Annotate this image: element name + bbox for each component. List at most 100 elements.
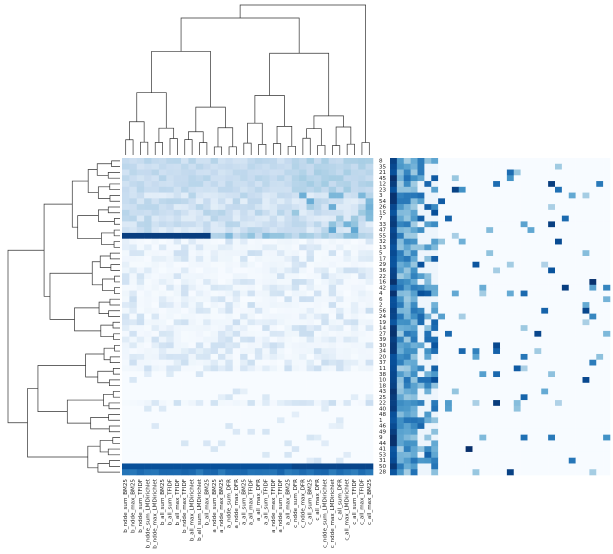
row-label: 34	[379, 349, 387, 355]
heat-cell-28-19	[254, 469, 263, 476]
heat-cell-16-18	[247, 279, 256, 286]
heat-cell-37-3	[136, 359, 145, 366]
side-cell-27-17	[500, 330, 508, 337]
side-cell-47-22	[534, 227, 542, 234]
side-cell-6-23	[541, 296, 549, 303]
heat-cell-8-12	[203, 158, 211, 165]
heat-cell-5-26	[306, 250, 315, 257]
heat-cell-12-23	[284, 181, 293, 188]
column-dendrogram-link	[272, 143, 282, 155]
column-dendrogram-link	[287, 145, 296, 155]
heat-cell-45-10	[188, 175, 197, 182]
heat-cell-1-24	[291, 417, 300, 424]
side-cell-19-12	[465, 319, 473, 326]
side-cell-49-11	[458, 428, 466, 435]
side-cell-3-32	[603, 192, 611, 199]
side-cell-39-31	[596, 336, 604, 343]
side-cell-9-31	[596, 434, 604, 441]
heat-cell-3-28	[321, 192, 330, 199]
heat-cell-7-14	[217, 215, 226, 222]
heat-cell-1-28	[321, 417, 330, 424]
side-cell-27-26	[561, 330, 570, 337]
heat-cell-30-10	[188, 342, 197, 349]
heat-cell-48-17	[240, 411, 248, 418]
side-cell-56-28	[575, 307, 583, 314]
side-cell-18-22	[534, 382, 542, 389]
side-cell-47-29	[582, 227, 590, 234]
heat-cell-40-28	[321, 405, 330, 412]
heat-cell-21-34	[365, 169, 374, 176]
heat-cell-22-18	[247, 400, 256, 407]
heat-cell-25-25	[299, 394, 307, 401]
heat-cell-16-19	[254, 279, 263, 286]
side-cell-20-12	[465, 353, 473, 361]
heat-cell-30-7	[166, 342, 174, 349]
heat-cell-25-31	[343, 394, 352, 401]
heat-cell-22-4	[144, 273, 152, 280]
side-cell-41-14	[479, 446, 487, 453]
side-cell-27-25	[555, 330, 563, 337]
side-cell-6-3	[403, 296, 411, 303]
heat-cell-46-27	[313, 423, 322, 430]
heat-cell-6-32	[350, 296, 359, 303]
heat-cell-49-18	[247, 428, 256, 435]
heat-cell-33-15	[225, 221, 234, 228]
heat-cell-13-25	[299, 244, 307, 251]
heat-cell-15-29	[328, 209, 337, 216]
side-cell-14-5	[417, 325, 425, 332]
side-cell-23-2	[396, 186, 405, 193]
side-cell-29-2	[396, 261, 405, 268]
heat-cell-27-20	[262, 330, 270, 337]
column-label: b_ndde_sum_TFIDF	[138, 479, 144, 533]
heat-cell-48-28	[321, 411, 330, 418]
heat-cell-36-4	[144, 267, 152, 274]
side-cell-26-15	[486, 204, 494, 211]
side-cell-54-22	[534, 198, 542, 205]
heat-cell-29-18	[247, 261, 256, 268]
side-cell-11-15	[486, 365, 494, 372]
side-cell-36-8	[438, 267, 446, 274]
heat-cell-31-1	[122, 457, 130, 464]
heat-cell-11-2	[129, 365, 138, 372]
side-cell-24-15	[486, 313, 494, 320]
side-cell-4-3	[403, 290, 411, 297]
side-cell-3-10	[451, 192, 460, 199]
side-cell-3-24	[548, 192, 556, 199]
heat-cell-7-31	[343, 215, 352, 222]
heat-cell-8-22	[277, 158, 285, 165]
heat-cell-40-27	[313, 405, 322, 412]
row-dendrogram-link	[114, 275, 120, 283]
heat-cell-32-21	[269, 238, 278, 245]
heat-cell-7-34	[365, 215, 374, 222]
side-cell-24-6	[424, 313, 432, 320]
heat-cell-15-7	[166, 209, 174, 216]
side-cell-22-30	[589, 273, 597, 280]
heat-cell-38-27	[313, 371, 322, 378]
side-cell-41-32	[603, 446, 611, 453]
row-label: 54	[379, 199, 387, 205]
side-cell-42-9	[445, 284, 453, 291]
side-cell-30-16	[493, 342, 501, 349]
heat-cell-16-3	[136, 279, 145, 286]
side-cell-30-31	[596, 342, 604, 349]
heat-cell-38-9	[181, 371, 189, 378]
side-cell-50-29	[582, 463, 590, 470]
heat-cell-15-30	[336, 209, 344, 216]
column-label: c_ndde_sum_LMDirichlet	[322, 478, 328, 548]
side-cell-32-30	[589, 238, 597, 245]
side-cell-3-3	[403, 192, 411, 199]
side-cell-19-13	[472, 319, 480, 326]
heat-cell-47-26	[306, 227, 315, 234]
heat-cell-45-4	[144, 175, 152, 182]
heat-cell-43-5	[151, 388, 160, 395]
side-cell-56-10	[451, 307, 460, 314]
heat-cell-7-3	[136, 215, 145, 222]
heat-cell-46-2	[129, 423, 138, 430]
side-cell-39-12	[465, 336, 473, 343]
side-cell-16-20	[520, 279, 528, 286]
heat-cell-14-22	[277, 325, 285, 332]
side-cell-46-8	[438, 423, 446, 430]
heat-cell-36-13	[210, 267, 219, 274]
heat-cell-33-3	[136, 221, 145, 228]
side-cell-28-31	[596, 469, 604, 476]
